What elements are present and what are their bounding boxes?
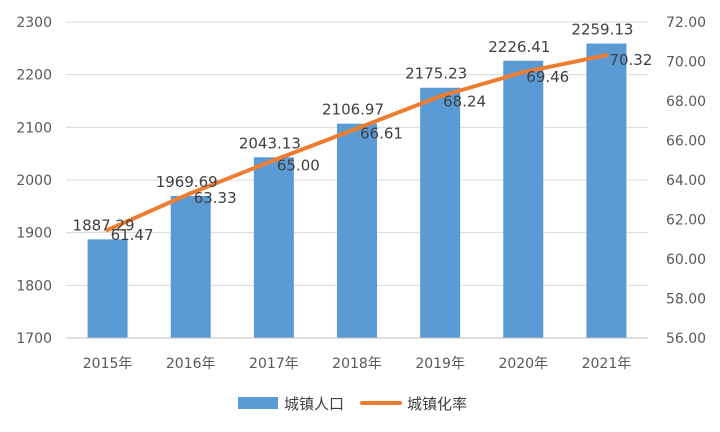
bar-data-label: 1969.69 [156, 173, 218, 191]
y-right-tick-label: 62.00 [666, 213, 706, 229]
y-right-tick-label: 58.00 [666, 292, 706, 308]
line-point [188, 191, 193, 196]
data-labels: 1887.29 1969.69 2043.13 2106.97 2175.23 2226.… [73, 21, 653, 244]
y-left-tick-label: 2200 [16, 68, 52, 84]
y-right-tick-label: 68.00 [666, 94, 706, 110]
y-right-tick-label: 72.00 [666, 15, 706, 31]
y-left-tick-label: 1700 [16, 331, 52, 347]
legend: 城镇人口 城镇化率 [238, 395, 467, 413]
bar-series [87, 43, 627, 339]
bar-data-label: 2106.97 [322, 101, 384, 119]
x-tick-label: 2015年 [83, 356, 133, 372]
line-data-label: 65.00 [277, 156, 320, 174]
x-tick-label: 2021年 [582, 356, 632, 372]
line-data-label: 66.61 [360, 124, 403, 142]
line-data-label: 70.32 [609, 51, 652, 69]
legend-label: 城镇人口 [284, 395, 344, 413]
x-tick-label: 2017年 [249, 356, 299, 372]
x-tick-label: 2018年 [332, 356, 382, 372]
y-right-tick-label: 60.00 [666, 252, 706, 268]
x-tick-label: 2016年 [166, 356, 216, 372]
line-data-label: 68.24 [443, 92, 486, 110]
y-left-tick-label: 1900 [16, 226, 52, 242]
x-tick-label: 2020年 [498, 356, 548, 372]
line-series [105, 53, 609, 232]
y-left-tick-label: 1800 [16, 278, 52, 294]
bar [337, 123, 377, 338]
x-tick-label: 2019年 [415, 356, 465, 372]
bar [586, 43, 627, 338]
y-right-tick-label: 70.00 [666, 55, 706, 71]
bar-data-label: 2259.13 [571, 21, 633, 39]
bar [503, 60, 544, 339]
bar [420, 87, 461, 339]
line-data-label: 63.33 [194, 189, 237, 207]
bar [170, 195, 211, 338]
bar-data-label: 2043.13 [239, 134, 301, 152]
y-right-tick-label: 56.00 [666, 331, 706, 347]
line-point [105, 227, 110, 232]
line-point [271, 158, 276, 163]
y-left-tick-label: 2300 [16, 15, 52, 31]
line-point [438, 94, 443, 99]
y-left-tick-label: 2100 [16, 120, 52, 136]
y-right-tick-label: 64.00 [666, 173, 706, 189]
bar [87, 239, 128, 338]
line-data-label: 61.47 [111, 226, 154, 244]
bar-data-label: 2226.41 [488, 38, 550, 56]
bar [253, 157, 294, 338]
line-point [355, 126, 359, 131]
line-data-label: 69.46 [526, 68, 569, 86]
y-right-tick-label: 66.00 [666, 134, 706, 150]
bar-data-label: 1887.29 [73, 216, 135, 234]
y-left-tick-label: 2000 [16, 173, 52, 189]
line-point [604, 53, 609, 58]
bar-data-label: 2175.23 [405, 65, 467, 83]
legend-swatch-bar [238, 397, 278, 409]
line-point [521, 70, 526, 75]
legend-label: 城镇化率 [407, 395, 467, 413]
axes: 1700 1800 1900 2000 2100 2200 2300 56.00 58.00 60… [16, 15, 706, 372]
